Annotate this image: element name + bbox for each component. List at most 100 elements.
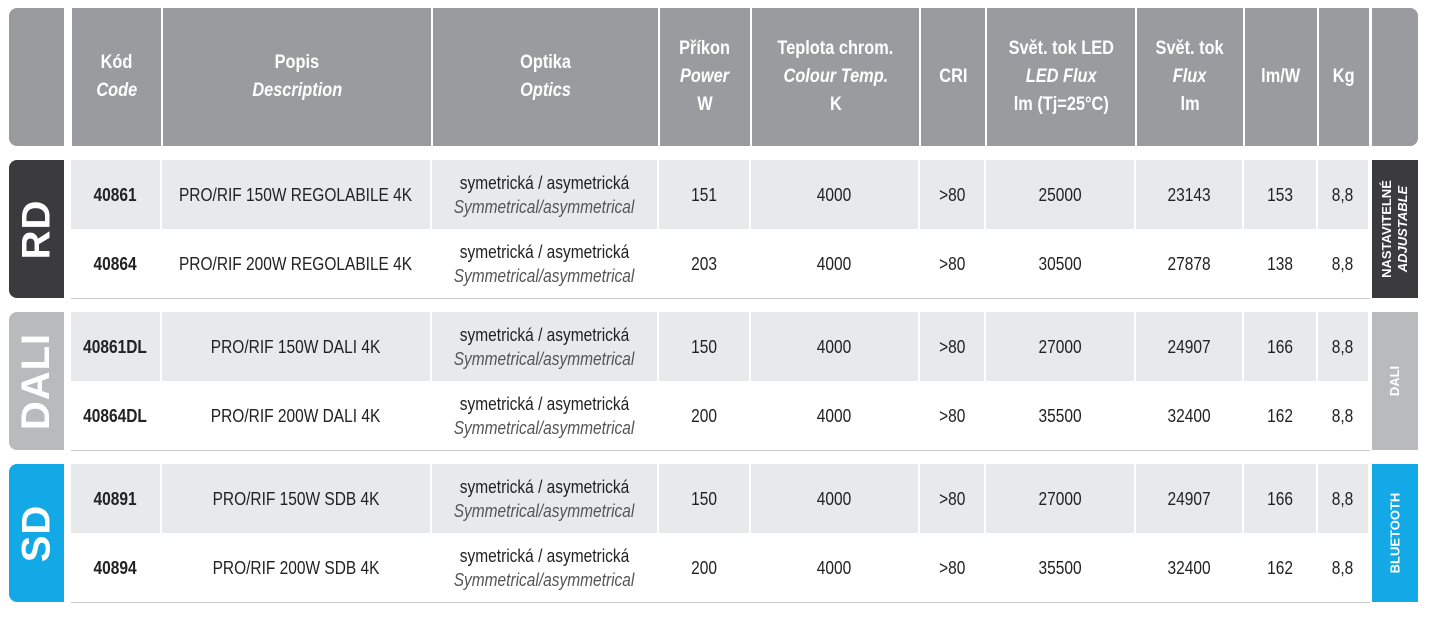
header-line2: Code xyxy=(96,80,137,101)
cell-desc: PRO/RIF 200W DALI 4K xyxy=(162,381,432,450)
cell-opt: symetrická / asymetrická Symmetrical/asym… xyxy=(432,464,659,533)
optics-en-wrap: Symmetrical/asymmetrical xyxy=(439,347,649,371)
cell-value: 8,8 xyxy=(1332,488,1354,509)
side-line1: DALI xyxy=(1387,365,1402,397)
logo-dali: DALI xyxy=(9,312,64,450)
cell-ledflux: 35500 xyxy=(986,381,1136,450)
header-line3: W xyxy=(697,94,713,115)
header-line1: Příkon xyxy=(679,38,731,59)
optics-cz: symetrická / asymetrická xyxy=(459,172,630,193)
logo-text: DALI xyxy=(14,332,59,430)
optics-en: Symmetrical/asymmetrical xyxy=(454,569,635,590)
table-row: 40861 PRO/RIF 150W REGOLABILE 4K symetrick… xyxy=(71,160,1370,229)
cell-desc: PRO/RIF 200W SDB 4K xyxy=(162,533,432,602)
cell-value: 27000 xyxy=(1038,336,1082,357)
cell-value: 166 xyxy=(1267,488,1293,509)
cell-lmw: 138 xyxy=(1244,229,1318,298)
cell-value: 32400 xyxy=(1167,557,1211,578)
cell-cri: >80 xyxy=(920,229,986,298)
cell-value: 153 xyxy=(1267,184,1293,205)
header-text: CRI xyxy=(937,63,970,91)
header-cell: Popis Description xyxy=(163,8,431,146)
cell-cri: >80 xyxy=(920,533,986,602)
cell-value: >80 xyxy=(938,557,966,578)
header-line3-wrap: W xyxy=(675,91,734,119)
cell-kg: 8,8 xyxy=(1318,229,1370,298)
header-line2-wrap: Colour Temp. xyxy=(768,63,903,91)
cell-value: 166 xyxy=(1267,336,1293,357)
header-cell: Kg xyxy=(1319,8,1369,146)
cell-temp: 4000 xyxy=(751,381,920,450)
cell-ledflux: 25000 xyxy=(986,160,1136,229)
cell-value: 24907 xyxy=(1167,336,1211,357)
header-cell: lm/W xyxy=(1245,8,1317,146)
header-cell: Kód Code xyxy=(72,8,161,146)
cell-value: 35500 xyxy=(1038,405,1082,426)
cell-value: 151 xyxy=(691,184,717,205)
cell-kg: 8,8 xyxy=(1318,533,1370,602)
cell-lmw: 162 xyxy=(1244,381,1318,450)
header-line1-wrap: CRI xyxy=(937,63,970,91)
cell-value: 200 xyxy=(691,557,717,578)
side-line2: ADJUSTABLE xyxy=(1395,185,1410,273)
cell-value: 8,8 xyxy=(1332,184,1354,205)
cell-flux: 24907 xyxy=(1136,464,1244,533)
cell-desc: PRO/RIF 150W REGOLABILE 4K xyxy=(162,160,432,229)
cell-value: 4000 xyxy=(817,184,852,205)
cell-ledflux: 27000 xyxy=(986,312,1136,381)
cell-value: 40861DL xyxy=(83,336,148,357)
header-line3-wrap: lm xyxy=(1150,91,1229,119)
optics-en: Symmetrical/asymmetrical xyxy=(454,196,635,217)
cell-lmw: 166 xyxy=(1244,312,1318,381)
cell-ledflux: 30500 xyxy=(986,229,1136,298)
header-text: Kód Code xyxy=(93,49,141,105)
header-text: Kg xyxy=(1331,63,1356,91)
cell-flux: 24907 xyxy=(1136,312,1244,381)
cell-value: 138 xyxy=(1267,253,1293,274)
optics-cz-wrap: symetrická / asymetrická xyxy=(439,544,649,568)
cell-value: 35500 xyxy=(1038,557,1082,578)
cell-power: 151 xyxy=(659,160,751,229)
header-line1-wrap: Teplota chrom. xyxy=(768,35,903,63)
cell-kg: 8,8 xyxy=(1318,381,1370,450)
cell-value: 200 xyxy=(691,405,717,426)
header-line2-wrap: Flux xyxy=(1150,63,1229,91)
header-line1: Kód xyxy=(100,52,133,73)
header-line2: Power xyxy=(680,66,730,87)
cell-desc: PRO/RIF 150W DALI 4K xyxy=(162,312,432,381)
header-line1: Popis xyxy=(274,52,320,73)
cell-code: 40864 xyxy=(71,229,162,298)
cell-power: 150 xyxy=(659,464,751,533)
side-text: NASTAVITELNÉ ADJUSTABLE xyxy=(1379,180,1411,278)
header-cell: Svět. tok Flux lm xyxy=(1137,8,1243,146)
cell-value: 30500 xyxy=(1038,253,1082,274)
cell-value: 162 xyxy=(1267,405,1293,426)
header-line2-wrap: Power xyxy=(675,63,734,91)
header-line1: Svět. tok LED xyxy=(1008,38,1114,59)
header-line3: K xyxy=(829,94,842,115)
cell-value: PRO/RIF 150W DALI 4K xyxy=(211,336,381,357)
cell-flux: 23143 xyxy=(1136,160,1244,229)
header-line1: Kg xyxy=(1333,66,1355,87)
cell-temp: 4000 xyxy=(751,533,920,602)
header-text: Popis Description xyxy=(245,49,350,105)
header-line2-wrap: LED Flux xyxy=(1000,63,1122,91)
cell-value: 8,8 xyxy=(1332,557,1354,578)
optics-cz: symetrická / asymetrická xyxy=(459,545,630,566)
cell-temp: 4000 xyxy=(751,160,920,229)
header-line2: Flux xyxy=(1173,66,1207,87)
optics-cz-wrap: symetrická / asymetrická xyxy=(439,171,649,195)
cell-value: 40864DL xyxy=(83,405,148,426)
optics-cz-wrap: symetrická / asymetrická xyxy=(439,475,649,499)
header-line1-wrap: Příkon xyxy=(675,35,734,63)
cell-value: 4000 xyxy=(817,336,852,357)
cell-kg: 8,8 xyxy=(1318,160,1370,229)
table-row: 40894 PRO/RIF 200W SDB 4K symetrická / asy… xyxy=(71,533,1370,603)
optics-en-wrap: Symmetrical/asymmetrical xyxy=(439,195,649,219)
cell-value: PRO/RIF 150W SDB 4K xyxy=(212,488,380,509)
cell-code: 40861 xyxy=(71,160,162,229)
header-line2: Colour Temp. xyxy=(783,66,888,87)
cell-temp: 4000 xyxy=(751,312,920,381)
cell-value: 162 xyxy=(1267,557,1293,578)
cell-opt: symetrická / asymetrická Symmetrical/asym… xyxy=(432,312,659,381)
